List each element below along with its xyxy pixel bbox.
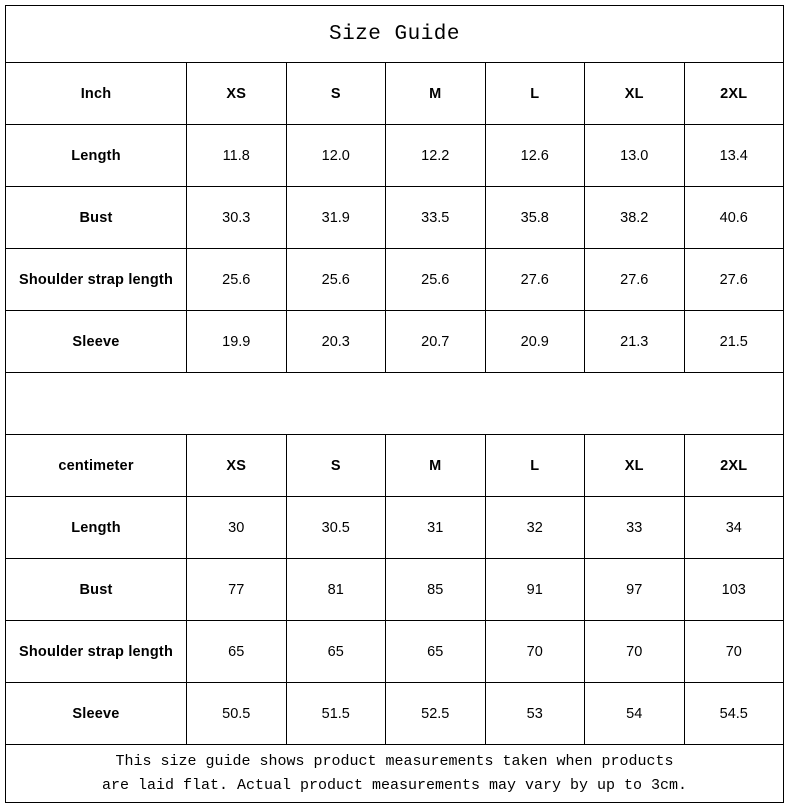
cell-inch-sleeve-l: 20.9 bbox=[484, 310, 585, 373]
inch-column-header-2xl: 2XL bbox=[683, 62, 785, 125]
spacer-cell bbox=[4, 372, 785, 435]
cell-cm-shoulder-2xl: 70 bbox=[683, 620, 785, 683]
cell-inch-bust-l: 35.8 bbox=[484, 186, 585, 249]
page-title: Size Guide bbox=[4, 5, 785, 63]
centimeter-column-header-l: L bbox=[484, 434, 585, 497]
cell-cm-bust-l: 91 bbox=[484, 558, 585, 621]
centimeter-column-header-m: M bbox=[385, 434, 486, 497]
cell-inch-sleeve-m: 20.7 bbox=[385, 310, 486, 373]
inch-column-header-l: L bbox=[484, 62, 585, 125]
cell-inch-length-xl: 13.0 bbox=[584, 124, 685, 187]
table-row: Shoulder strap length 25.6 25.6 25.6 27.… bbox=[5, 248, 785, 311]
spacer-row bbox=[4, 372, 785, 435]
cell-cm-sleeve-xl: 54 bbox=[584, 682, 685, 745]
row-label-sleeve-inch: Sleeve bbox=[5, 310, 187, 373]
cell-cm-length-xl: 33 bbox=[584, 496, 685, 559]
cell-cm-shoulder-l: 70 bbox=[484, 620, 585, 683]
table-row: Shoulder strap length 65 65 65 70 70 70 bbox=[5, 620, 785, 683]
cell-cm-length-xs: 30 bbox=[186, 496, 287, 559]
size-guide-note: This size guide shows product measuremen… bbox=[4, 744, 785, 803]
table-row: Length 30 30.5 31 32 33 34 bbox=[5, 496, 785, 559]
table-row: Bust 77 81 85 91 97 103 bbox=[5, 558, 785, 621]
cell-cm-sleeve-xs: 50.5 bbox=[186, 682, 287, 745]
cell-cm-sleeve-s: 51.5 bbox=[285, 682, 386, 745]
centimeter-column-header-xl: XL bbox=[584, 434, 685, 497]
cell-cm-bust-m: 85 bbox=[385, 558, 486, 621]
cell-inch-bust-s: 31.9 bbox=[285, 186, 386, 249]
cell-inch-sleeve-s: 20.3 bbox=[285, 310, 386, 373]
cell-inch-shoulder-xs: 25.6 bbox=[186, 248, 287, 311]
centimeter-column-header-2xl: 2XL bbox=[683, 434, 785, 497]
centimeter-column-header-s: S bbox=[285, 434, 386, 497]
cell-inch-bust-xl: 38.2 bbox=[584, 186, 685, 249]
table-row: Sleeve 19.9 20.3 20.7 20.9 21.3 21.5 bbox=[5, 310, 785, 373]
cell-inch-shoulder-xl: 27.6 bbox=[584, 248, 685, 311]
cell-cm-length-m: 31 bbox=[385, 496, 486, 559]
row-label-sleeve-cm: Sleeve bbox=[5, 682, 187, 745]
inch-column-header-s: S bbox=[285, 62, 386, 125]
cell-inch-length-2xl: 13.4 bbox=[683, 124, 785, 187]
cell-cm-length-s: 30.5 bbox=[285, 496, 386, 559]
inch-column-header-m: M bbox=[385, 62, 486, 125]
cell-inch-length-m: 12.2 bbox=[385, 124, 486, 187]
cell-inch-shoulder-l: 27.6 bbox=[484, 248, 585, 311]
inch-header-row: Inch XS S M L XL 2XL bbox=[5, 62, 785, 125]
row-label-shoulder-strap-length-cm: Shoulder strap length bbox=[5, 620, 187, 683]
cell-inch-sleeve-2xl: 21.5 bbox=[683, 310, 785, 373]
cell-cm-bust-xl: 97 bbox=[584, 558, 685, 621]
cell-inch-bust-m: 33.5 bbox=[385, 186, 486, 249]
cell-inch-sleeve-xs: 19.9 bbox=[186, 310, 287, 373]
cell-inch-sleeve-xl: 21.3 bbox=[584, 310, 685, 373]
table-row: Sleeve 50.5 51.5 52.5 53 54 54.5 bbox=[5, 682, 785, 745]
cell-cm-shoulder-s: 65 bbox=[285, 620, 386, 683]
inch-column-header-xl: XL bbox=[584, 62, 685, 125]
centimeter-column-header-xs: XS bbox=[186, 434, 287, 497]
cell-cm-sleeve-m: 52.5 bbox=[385, 682, 486, 745]
cell-cm-bust-s: 81 bbox=[285, 558, 386, 621]
size-guide-body: Size Guide Inch XS S M L XL 2XL Length 1… bbox=[4, 5, 785, 803]
row-label-bust-inch: Bust bbox=[5, 186, 187, 249]
size-guide-table: Size Guide Inch XS S M L XL 2XL Length 1… bbox=[4, 5, 785, 803]
cell-cm-length-l: 32 bbox=[484, 496, 585, 559]
cell-inch-length-s: 12.0 bbox=[285, 124, 386, 187]
cell-cm-bust-xs: 77 bbox=[186, 558, 287, 621]
cell-inch-length-xs: 11.8 bbox=[186, 124, 287, 187]
cell-cm-shoulder-m: 65 bbox=[385, 620, 486, 683]
cell-inch-shoulder-s: 25.6 bbox=[285, 248, 386, 311]
title-row: Size Guide bbox=[4, 5, 785, 63]
inch-column-header-xs: XS bbox=[186, 62, 287, 125]
footer-row: This size guide shows product measuremen… bbox=[4, 744, 785, 803]
size-guide-note-line-2: are laid flat. Actual product measuremen… bbox=[101, 776, 688, 794]
centimeter-header-row: centimeter XS S M L XL 2XL bbox=[5, 434, 785, 497]
size-guide-note-line-1: This size guide shows product measuremen… bbox=[115, 753, 674, 771]
table-row: Length 11.8 12.0 12.2 12.6 13.0 13.4 bbox=[5, 124, 785, 187]
cell-cm-shoulder-xs: 65 bbox=[186, 620, 287, 683]
cell-cm-sleeve-2xl: 54.5 bbox=[683, 682, 785, 745]
cell-inch-shoulder-2xl: 27.6 bbox=[683, 248, 785, 311]
row-label-shoulder-strap-length-inch: Shoulder strap length bbox=[5, 248, 187, 311]
centimeter-unit-label: centimeter bbox=[5, 434, 187, 497]
cell-cm-bust-2xl: 103 bbox=[683, 558, 785, 621]
cell-inch-bust-xs: 30.3 bbox=[186, 186, 287, 249]
cell-cm-shoulder-xl: 70 bbox=[584, 620, 685, 683]
cell-inch-shoulder-m: 25.6 bbox=[385, 248, 486, 311]
row-label-length-inch: Length bbox=[5, 124, 187, 187]
cell-inch-bust-2xl: 40.6 bbox=[683, 186, 785, 249]
cell-inch-length-l: 12.6 bbox=[484, 124, 585, 187]
cell-cm-sleeve-l: 53 bbox=[484, 682, 585, 745]
cell-cm-length-2xl: 34 bbox=[683, 496, 785, 559]
inch-unit-label: Inch bbox=[5, 62, 187, 125]
table-row: Bust 30.3 31.9 33.5 35.8 38.2 40.6 bbox=[5, 186, 785, 249]
row-label-length-cm: Length bbox=[5, 496, 187, 559]
row-label-bust-cm: Bust bbox=[5, 558, 187, 621]
